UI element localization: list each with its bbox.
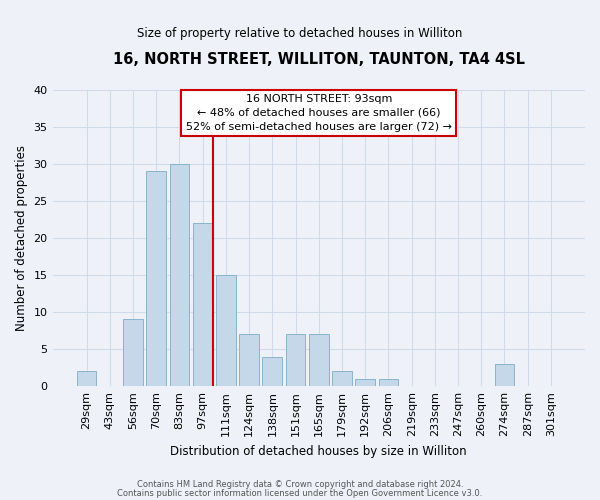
Bar: [77, 372, 97, 386]
Bar: [355, 379, 375, 386]
Bar: [193, 223, 212, 386]
Text: 16 NORTH STREET: 93sqm
← 48% of detached houses are smaller (66)
52% of semi-det: 16 NORTH STREET: 93sqm ← 48% of detached…: [186, 94, 452, 132]
Text: Size of property relative to detached houses in Williton: Size of property relative to detached ho…: [137, 28, 463, 40]
Bar: [123, 320, 143, 386]
Bar: [146, 171, 166, 386]
Bar: [332, 372, 352, 386]
Text: Contains HM Land Registry data © Crown copyright and database right 2024.: Contains HM Land Registry data © Crown c…: [137, 480, 463, 489]
Bar: [379, 379, 398, 386]
Title: 16, NORTH STREET, WILLITON, TAUNTON, TA4 4SL: 16, NORTH STREET, WILLITON, TAUNTON, TA4…: [113, 52, 525, 68]
Bar: [170, 164, 190, 386]
Bar: [216, 275, 236, 386]
Bar: [309, 334, 329, 386]
X-axis label: Distribution of detached houses by size in Williton: Distribution of detached houses by size …: [170, 444, 467, 458]
Bar: [239, 334, 259, 386]
Bar: [262, 356, 282, 386]
Y-axis label: Number of detached properties: Number of detached properties: [15, 145, 28, 331]
Text: Contains public sector information licensed under the Open Government Licence v3: Contains public sector information licen…: [118, 490, 482, 498]
Bar: [286, 334, 305, 386]
Bar: [494, 364, 514, 386]
